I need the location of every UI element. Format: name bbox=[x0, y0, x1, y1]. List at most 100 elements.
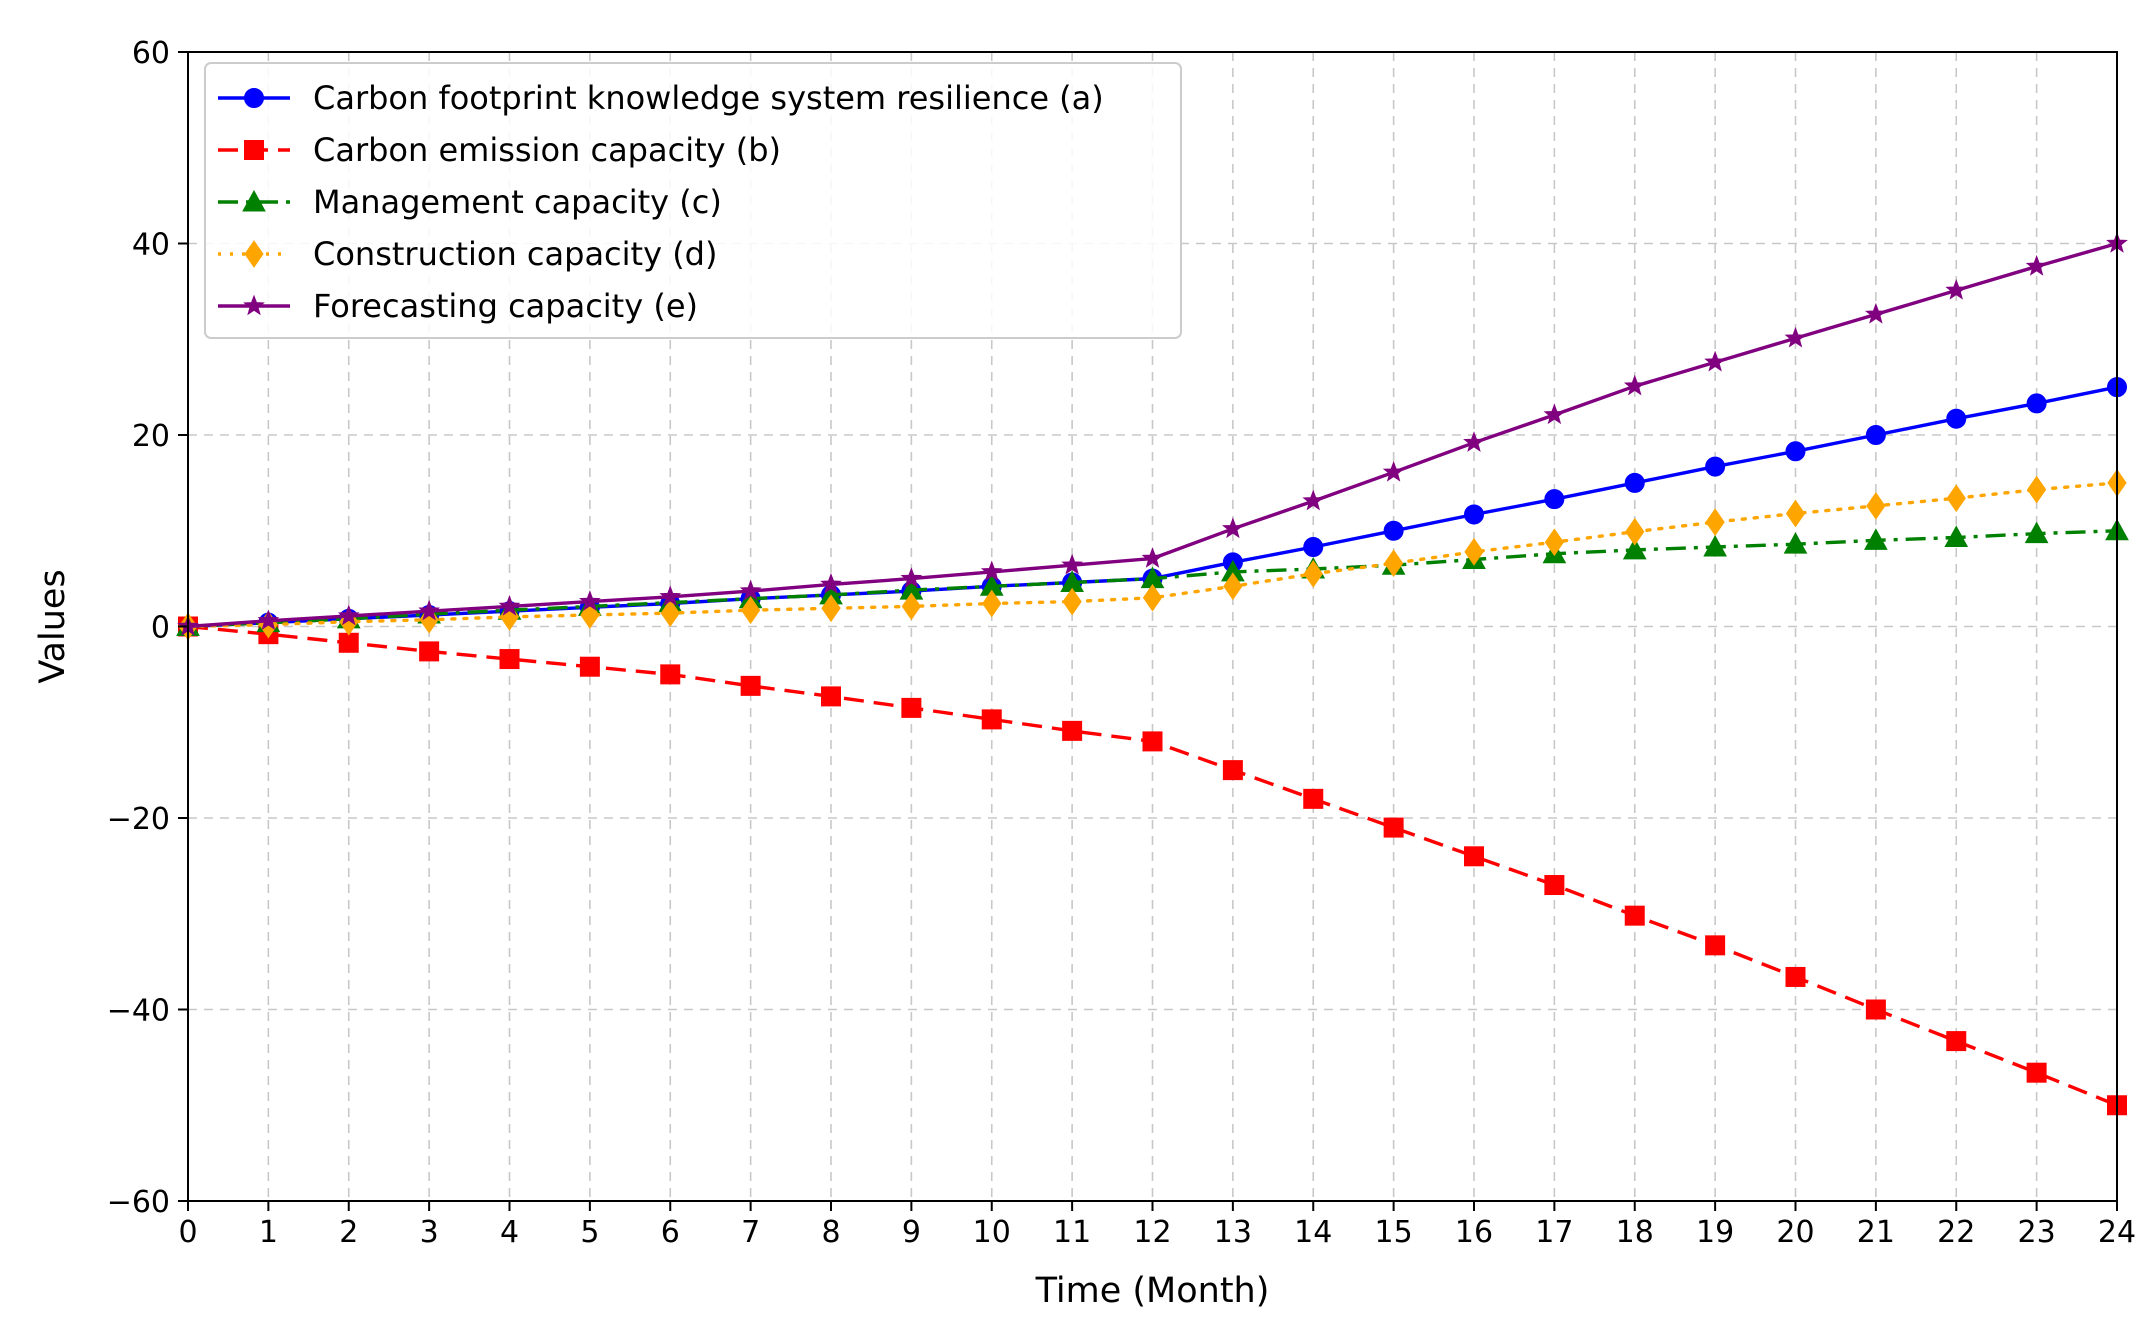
x-tick-label: 23 bbox=[2018, 1215, 2056, 1250]
x-tick-label: 19 bbox=[1696, 1215, 1734, 1250]
data-point bbox=[901, 697, 922, 718]
data-point bbox=[1222, 760, 1243, 781]
x-tick-label: 3 bbox=[420, 1215, 439, 1250]
legend-label: Carbon emission capacity (b) bbox=[313, 131, 781, 169]
data-point bbox=[499, 649, 520, 670]
data-point bbox=[1222, 517, 1244, 539]
data-point bbox=[1865, 302, 1887, 324]
legend-marker bbox=[242, 189, 266, 212]
data-point bbox=[660, 664, 681, 685]
x-tick-label: 14 bbox=[1294, 1215, 1332, 1250]
data-point bbox=[419, 641, 440, 662]
data-point bbox=[2027, 475, 2047, 504]
legend-item: Carbon emission capacity (b) bbox=[218, 131, 781, 169]
data-point bbox=[1705, 456, 1726, 477]
series-b bbox=[178, 616, 2127, 1116]
data-point bbox=[1142, 583, 1163, 612]
legend-label: Construction capacity (d) bbox=[313, 235, 717, 273]
data-point bbox=[1303, 788, 1324, 809]
data-point bbox=[1865, 999, 1886, 1020]
data-point bbox=[1946, 408, 1967, 429]
data-point bbox=[1384, 549, 1404, 578]
legend-marker bbox=[244, 88, 264, 108]
x-tick-label: 6 bbox=[661, 1215, 680, 1250]
data-point bbox=[1783, 532, 1808, 554]
x-tick-label: 9 bbox=[902, 1215, 921, 1250]
data-point bbox=[1062, 720, 1083, 741]
data-point bbox=[660, 599, 680, 627]
data-point bbox=[2026, 393, 2047, 414]
legend-item: Construction capacity (d) bbox=[218, 235, 717, 273]
legend-item: Management capacity (c) bbox=[218, 183, 722, 221]
data-point bbox=[579, 590, 601, 611]
y-tick-label: 20 bbox=[132, 419, 170, 454]
data-point bbox=[820, 572, 842, 594]
data-point bbox=[1383, 817, 1404, 838]
data-point bbox=[981, 709, 1002, 730]
data-point bbox=[1303, 537, 1324, 558]
data-point bbox=[1625, 517, 1645, 546]
legend-marker bbox=[244, 140, 264, 160]
data-point bbox=[2025, 255, 2048, 276]
data-point bbox=[1946, 1031, 1967, 1052]
data-point bbox=[821, 594, 841, 623]
data-point bbox=[1544, 528, 1564, 557]
data-point bbox=[739, 579, 762, 601]
legend-box bbox=[204, 62, 1182, 339]
x-tick-label: 0 bbox=[178, 1215, 197, 1250]
data-point bbox=[900, 567, 923, 588]
legend-marker bbox=[243, 294, 265, 316]
data-point bbox=[1785, 966, 1806, 987]
data-point bbox=[1061, 553, 1083, 575]
legend-item: Carbon footprint knowledge system resili… bbox=[218, 79, 1104, 117]
data-point bbox=[337, 604, 360, 626]
x-tick-label: 8 bbox=[821, 1215, 840, 1250]
data-point bbox=[1464, 846, 1484, 867]
x-tick-label: 22 bbox=[1937, 1215, 1975, 1250]
data-point bbox=[982, 589, 1002, 618]
data-point bbox=[901, 592, 921, 621]
data-point bbox=[1383, 520, 1404, 541]
data-point bbox=[980, 560, 1003, 582]
data-point bbox=[257, 609, 280, 631]
data-point bbox=[1944, 525, 1969, 547]
data-point bbox=[1062, 587, 1082, 616]
data-point bbox=[1705, 935, 1726, 956]
data-point bbox=[418, 599, 440, 621]
data-point bbox=[1543, 403, 1566, 425]
legend-label: Management capacity (c) bbox=[313, 183, 722, 221]
axis-ticks: 0 1 2 3 4 5 6 7 8 9 10 11 12 13 14 15 16 17 18 19 20 21 22 23 24… bbox=[107, 36, 2136, 1250]
data-point bbox=[2026, 1062, 2047, 1083]
data-point bbox=[579, 656, 600, 677]
x-tick-label: 1 bbox=[259, 1215, 278, 1250]
data-point bbox=[1866, 491, 1886, 520]
data-point bbox=[1705, 508, 1725, 537]
data-point bbox=[1865, 425, 1886, 445]
y-tick-label: −40 bbox=[107, 994, 170, 1029]
legend-label: Forecasting capacity (e) bbox=[313, 287, 698, 325]
x-tick-label: 24 bbox=[2098, 1215, 2136, 1250]
data-point bbox=[1785, 499, 1806, 528]
x-tick-label: 10 bbox=[973, 1215, 1011, 1250]
data-point bbox=[1303, 559, 1323, 588]
data-point bbox=[1463, 431, 1485, 452]
x-tick-label: 13 bbox=[1214, 1215, 1252, 1250]
data-point bbox=[1142, 731, 1163, 752]
data-point bbox=[1141, 547, 1164, 568]
data-point bbox=[1945, 278, 1968, 300]
x-tick-label: 12 bbox=[1133, 1215, 1171, 1250]
series-layer bbox=[176, 232, 2129, 1116]
data-point bbox=[659, 585, 682, 607]
y-tick-label: −60 bbox=[107, 1185, 170, 1220]
data-point bbox=[740, 675, 761, 696]
data-point bbox=[1703, 534, 1727, 557]
data-point bbox=[338, 632, 359, 653]
legend: Carbon footprint knowledge system resili… bbox=[204, 62, 1182, 339]
data-point bbox=[2024, 521, 2049, 544]
x-tick-label: 4 bbox=[500, 1215, 519, 1250]
data-point bbox=[1624, 472, 1645, 493]
x-tick-label: 17 bbox=[1535, 1215, 1573, 1250]
data-point bbox=[1946, 484, 1966, 513]
data-point bbox=[1382, 460, 1405, 482]
